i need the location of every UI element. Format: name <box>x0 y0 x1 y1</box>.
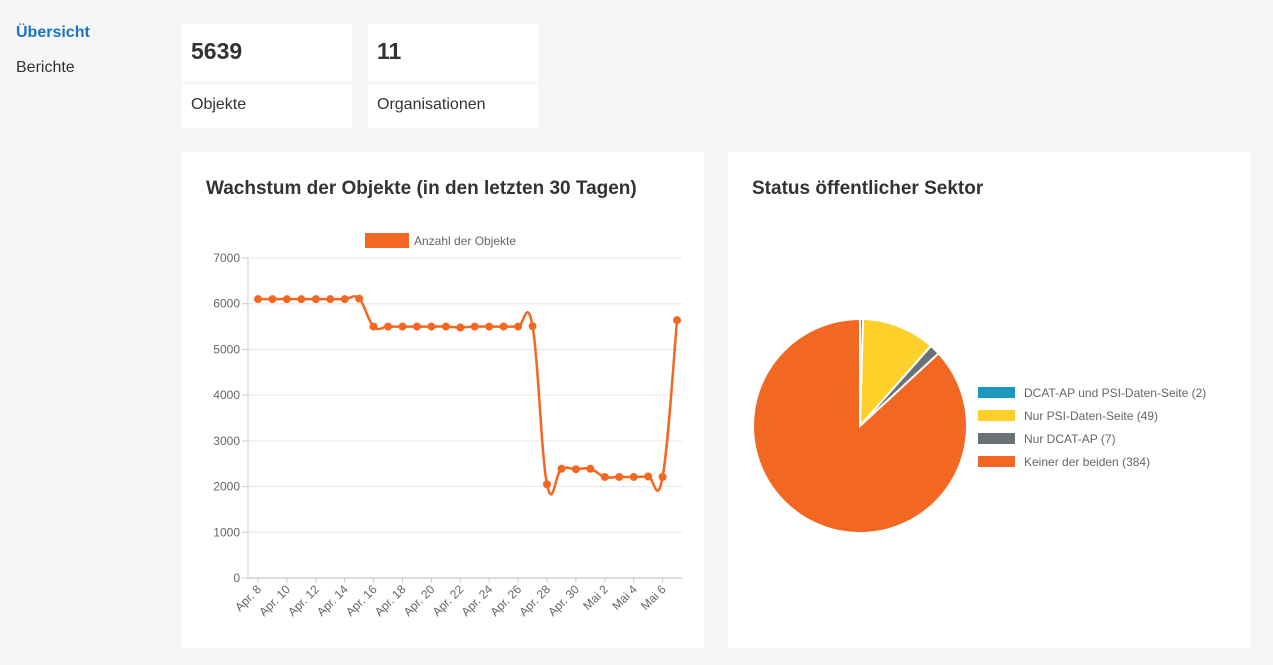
y-tick-label: 3000 <box>213 434 240 448</box>
data-point <box>311 295 320 304</box>
data-point <box>644 472 653 481</box>
data-point <box>412 322 421 331</box>
nav-link-berichte[interactable]: Berichte <box>16 59 75 76</box>
status-chart-title: Status öffentlicher Sektor <box>752 178 984 199</box>
legend-label-anzahl-der-objekte: Anzahl der Objekte <box>414 234 516 248</box>
stat-value-organisationen: 11 <box>368 24 538 81</box>
data-point <box>470 322 479 331</box>
nav-link-uebersicht[interactable]: Übersicht <box>16 24 90 41</box>
data-point <box>398 322 407 331</box>
pie-slice-3 <box>752 317 968 534</box>
stat-card-organisationen: 11 Organisationen <box>368 24 538 128</box>
legend-swatch-3 <box>978 456 1015 467</box>
data-point <box>600 472 609 481</box>
x-tick-label: Apr. 16 <box>343 582 380 619</box>
data-point <box>485 322 494 331</box>
data-point <box>629 472 638 481</box>
x-tick-label: Apr. 30 <box>545 582 582 619</box>
y-tick-label: 6000 <box>213 297 240 311</box>
data-point <box>615 472 624 481</box>
data-point <box>528 322 537 331</box>
x-tick-label: Apr. 10 <box>256 582 293 619</box>
side-navigation: Übersicht Berichte <box>16 22 90 92</box>
y-tick-label: 5000 <box>213 342 240 356</box>
growth-chart-card: Wachstum der Objekte (in den letzten 30 … <box>182 152 704 648</box>
x-tick-label: Mai 4 <box>609 582 640 613</box>
legend-swatch-1 <box>978 410 1015 421</box>
data-point <box>326 295 335 304</box>
x-tick-label: Apr. 12 <box>285 582 322 619</box>
growth-chart-title: Wachstum der Objekte (in den letzten 30 … <box>206 178 637 199</box>
stat-label-objekte: Objekte <box>182 84 352 128</box>
data-point <box>268 295 277 304</box>
x-tick-label: Mai 2 <box>580 582 611 613</box>
data-point <box>456 323 465 332</box>
x-tick-label: Apr. 14 <box>314 582 351 619</box>
x-tick-label: Mai 6 <box>638 582 669 613</box>
data-point <box>514 322 523 331</box>
data-point <box>254 295 262 304</box>
pie-slice-1 <box>858 318 933 429</box>
legend-swatch-2 <box>978 433 1015 444</box>
data-point <box>543 480 551 489</box>
status-pie-chart: DCAT-AP und PSI-Daten-Seite (2) Nur PSI-D… <box>752 317 1206 534</box>
status-chart-card: Status öffentlicher Sektor DCAT-AP und P… <box>728 152 1250 648</box>
data-point <box>673 316 682 325</box>
x-tick-label: Apr. 28 <box>516 582 553 619</box>
data-point <box>282 295 291 304</box>
y-tick-label: 7000 <box>213 251 240 265</box>
y-tick-label: 1000 <box>213 525 240 539</box>
data-point <box>658 472 667 481</box>
data-point <box>384 322 393 331</box>
data-point <box>499 322 508 331</box>
legend-label-1: Nur PSI-Daten-Seite (49) <box>1024 409 1158 423</box>
stat-label-organisationen: Organisationen <box>368 84 538 128</box>
data-point <box>369 322 378 331</box>
legend-label-3: Keiner der beiden (384) <box>1024 455 1150 469</box>
data-point <box>355 294 364 303</box>
data-point <box>340 295 349 304</box>
legend-swatch-anzahl-der-objekte <box>365 233 409 248</box>
y-tick-label: 0 <box>233 571 240 585</box>
x-tick-label: Apr. 26 <box>487 582 524 619</box>
x-tick-label: Apr. 18 <box>372 582 409 619</box>
data-point <box>427 322 436 331</box>
legend-swatch-0 <box>978 387 1015 398</box>
y-tick-label: 4000 <box>213 388 240 402</box>
x-tick-label: Apr. 22 <box>430 582 467 619</box>
data-point <box>441 322 450 331</box>
data-point <box>557 464 566 473</box>
stat-card-objekte: 5639 Objekte <box>182 24 352 128</box>
x-tick-label: Apr. 24 <box>459 582 496 619</box>
y-tick-label: 2000 <box>213 480 240 494</box>
data-point <box>297 295 306 304</box>
legend-label-2: Nur DCAT-AP (7) <box>1024 432 1116 446</box>
stat-value-objekte: 5639 <box>182 24 352 81</box>
data-point <box>586 464 595 473</box>
data-point <box>571 465 580 474</box>
x-tick-label: Apr. 20 <box>401 582 438 619</box>
legend-label-0: DCAT-AP und PSI-Daten-Seite (2) <box>1024 386 1206 400</box>
